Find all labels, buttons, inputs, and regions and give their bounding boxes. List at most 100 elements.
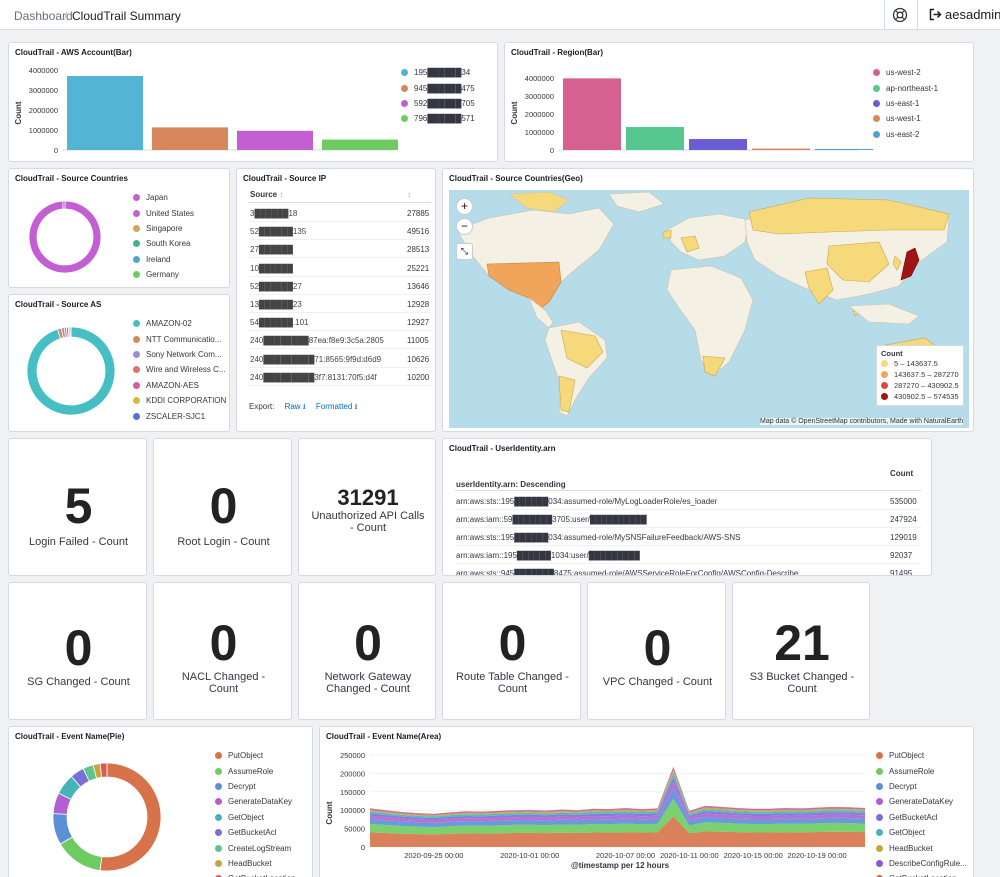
legend-item[interactable]: HeadBucket xyxy=(215,856,296,871)
legend-item[interactable]: GetBucketLocation xyxy=(876,871,967,877)
legend-item[interactable]: 195██████34 xyxy=(401,65,475,80)
table-row[interactable]: 3██████18 27885 xyxy=(249,204,431,222)
legend-item[interactable]: 945██████475 xyxy=(401,80,475,95)
sort-icon[interactable]: ↕ xyxy=(279,190,284,199)
bar[interactable] xyxy=(237,130,313,150)
bar[interactable] xyxy=(152,127,228,150)
legend-item[interactable]: AMAZON-AES xyxy=(133,378,226,393)
table-row[interactable]: 52██████27 13646 xyxy=(249,277,431,295)
col-count[interactable]: Count xyxy=(890,469,914,478)
table-row[interactable]: 240████████87ea:f8e9:3c5a:2805 11005 xyxy=(249,331,431,350)
legend-item[interactable]: Ireland xyxy=(133,252,194,267)
col-arn[interactable]: userIdentity.arn: Descending xyxy=(456,480,566,489)
table-row[interactable]: 52██████135 49516 xyxy=(249,222,431,241)
legend-item[interactable]: GetObject xyxy=(876,825,967,840)
legend-item[interactable]: AMAZON-02 xyxy=(133,316,226,331)
legend-item[interactable]: GetBucketAcl xyxy=(215,825,296,840)
area-series[interactable] xyxy=(370,766,865,815)
sort-icon[interactable]: ↕ xyxy=(407,190,411,199)
bar[interactable] xyxy=(563,78,621,150)
pie-slice[interactable] xyxy=(99,762,108,778)
pie-slice[interactable] xyxy=(28,200,102,274)
legend-item[interactable]: GenerateDataKey xyxy=(215,794,296,809)
legend-item[interactable]: PutObject xyxy=(215,748,296,763)
help-icon[interactable] xyxy=(892,7,908,23)
area-series[interactable] xyxy=(370,816,865,847)
legend-item[interactable]: NTT Communicatio... xyxy=(133,331,226,346)
table-row[interactable]: 27██████ 28513 xyxy=(249,240,431,259)
pie-slice[interactable] xyxy=(69,326,72,338)
col-source[interactable]: Source ↕ xyxy=(250,190,283,199)
legend-item[interactable]: United States xyxy=(133,205,194,220)
legend-item[interactable]: Japan xyxy=(133,190,194,205)
legend-item[interactable]: Singapore xyxy=(133,221,194,236)
legend-item[interactable]: AssumeRole xyxy=(215,763,296,778)
legend-item[interactable]: us-west-1 xyxy=(873,111,938,126)
zoom-out-button[interactable]: − xyxy=(456,218,473,235)
bar[interactable] xyxy=(67,76,143,150)
table-row[interactable]: 240█████████71:8565:9f9d:d6d9 10626 xyxy=(249,350,431,368)
legend-item[interactable]: us-west-2 xyxy=(873,65,938,80)
legend-item[interactable]: ZSCALER-SJC1 xyxy=(133,408,226,423)
pie-slice[interactable] xyxy=(99,762,162,872)
table-row[interactable]: arn:aws:iam::195██████1034:user/████████… xyxy=(455,546,921,564)
legend-item[interactable]: KDDI CORPORATION xyxy=(133,393,226,408)
table-row[interactable]: 240█████████3f7:8131:70f5:d4f 10200 xyxy=(249,368,431,386)
legend-swatch xyxy=(215,767,222,775)
legend-item[interactable]: Decrypt xyxy=(876,779,967,794)
bar[interactable] xyxy=(322,139,398,150)
legend-item[interactable]: 5 – 143637.5 xyxy=(881,358,959,369)
legend-item[interactable]: us-east-1 xyxy=(873,96,938,111)
table-row[interactable]: 54██████.101 12927 xyxy=(249,313,431,332)
bar[interactable] xyxy=(815,148,873,150)
table-row[interactable]: arn:aws:sts::195██████034:assumed-role/M… xyxy=(455,528,921,546)
legend-item[interactable]: ap-northeast-1 xyxy=(873,80,938,95)
x-tick-label: 2020-10-07 00:00 xyxy=(596,851,655,860)
legend-item[interactable]: 796██████571 xyxy=(401,111,475,126)
bar[interactable] xyxy=(752,148,810,150)
x-tick-label: 2020-09-25 00:00 xyxy=(404,851,463,860)
legend-item[interactable]: 143637.5 – 287270 xyxy=(881,369,959,380)
legend-item[interactable]: 287270 – 430902.5 xyxy=(881,380,959,391)
metric-label: Route Table Changed - Count xyxy=(456,671,569,695)
legend-item[interactable]: AssumeRole xyxy=(876,763,967,778)
fit-bounds-icon[interactable]: ⤡ xyxy=(456,243,473,260)
legend-item[interactable]: PutObject xyxy=(876,748,967,763)
export-formatted-link[interactable]: Formatted ⭳ xyxy=(316,402,358,411)
legend-item[interactable]: CreateLogStream xyxy=(215,840,296,855)
table-row[interactable]: arn:aws:sts::195██████034:assumed-role/M… xyxy=(455,492,921,510)
legend-item[interactable]: GetBucketLocation xyxy=(215,871,296,877)
legend-item[interactable]: Decrypt xyxy=(215,779,296,794)
table-row[interactable]: arn:aws:sts::945███████8475:assumed-role… xyxy=(455,564,921,575)
legend-item[interactable]: GetObject xyxy=(215,810,296,825)
pie-slice[interactable] xyxy=(26,326,116,416)
table-row[interactable]: 13██████23 12928 xyxy=(249,295,431,313)
area-series[interactable] xyxy=(370,788,865,828)
topbar-divider xyxy=(884,0,885,30)
table-row[interactable]: arn:aws:iam::59███████3705:user/████████… xyxy=(455,510,921,528)
pie-slice[interactable] xyxy=(62,200,66,210)
user-name[interactable]: aesadmin xyxy=(945,7,1000,22)
pie-slice[interactable] xyxy=(59,836,103,871)
export-raw-link[interactable]: Raw ⭳ xyxy=(285,402,306,411)
legend-item[interactable]: GenerateDataKey xyxy=(876,794,967,809)
zoom-in-button[interactable]: + xyxy=(456,198,473,215)
legend-item[interactable]: Sony Network Com... xyxy=(133,347,226,362)
legend-item[interactable]: HeadBucket xyxy=(876,840,967,855)
legend-item[interactable]: us-east-2 xyxy=(873,127,938,142)
legend-item[interactable]: DescribeConfigRule... xyxy=(876,856,967,871)
legend-item[interactable]: Wire and Wireless C... xyxy=(133,362,226,377)
legend-item[interactable]: 430902.5 – 574535 xyxy=(881,391,959,402)
metric-label: Unauthorized API Calls - Count xyxy=(311,510,425,534)
logout-icon[interactable] xyxy=(929,8,942,21)
legend-item[interactable]: South Korea xyxy=(133,236,194,251)
table-row[interactable]: 10██████ 25221 xyxy=(249,259,431,277)
breadcrumb-dashboard[interactable]: Dashboard xyxy=(14,9,73,23)
bar[interactable] xyxy=(689,139,747,150)
area-series[interactable] xyxy=(370,798,865,835)
map-attribution[interactable]: Map data © OpenStreetMap contributors, M… xyxy=(760,418,964,425)
legend-item[interactable]: Germany xyxy=(133,267,194,282)
legend-item[interactable]: 592██████705 xyxy=(401,96,475,111)
bar[interactable] xyxy=(626,126,684,150)
legend-item[interactable]: GetBucketAcl xyxy=(876,810,967,825)
